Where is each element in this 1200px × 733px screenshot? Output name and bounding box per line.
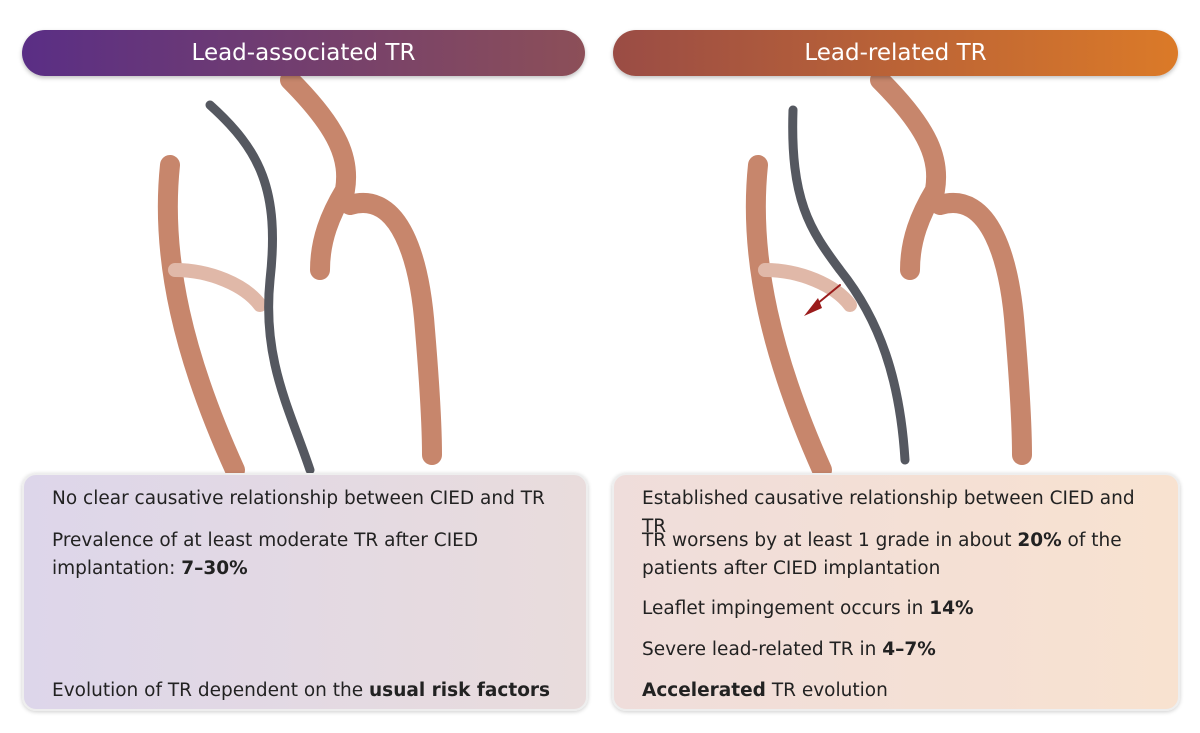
text: Evolution of TR dependent on the xyxy=(52,680,370,701)
panel-title: Lead-associated TR xyxy=(22,30,585,76)
text: No clear causative relationship between … xyxy=(52,488,545,509)
text: of the patients after CIED implantation xyxy=(642,530,1122,579)
bullet: Accelerated TR evolution xyxy=(642,677,1160,705)
bullet: No clear causative relationship between … xyxy=(52,485,568,513)
panel-title: Lead-related TR xyxy=(613,30,1178,76)
bullet: TR worsens by at least 1 grade in about … xyxy=(642,527,1160,583)
bold-text: Accelerated xyxy=(642,680,766,701)
bullet: Severe lead-related TR in 4–7% xyxy=(642,636,1160,664)
bullet: Leaflet impingement occurs in 14% xyxy=(642,595,1160,623)
heart-left xyxy=(157,70,442,480)
text-box: Established causative relationship betwe… xyxy=(612,473,1180,711)
text: TR worsens by at least 1 grade in about xyxy=(642,530,1018,551)
bold-text: 7–30% xyxy=(181,558,248,579)
bold-text: usual risk factors xyxy=(369,680,551,701)
heart-right xyxy=(745,70,1032,480)
bold-text: 20% xyxy=(1017,530,1062,551)
text: TR evolution xyxy=(765,680,888,701)
bullet: Evolution of TR dependent on the usual r… xyxy=(52,677,568,705)
bullet: Established causative relationship betwe… xyxy=(642,485,1160,541)
bullet: Prevalence of at least moderate TR after… xyxy=(52,527,568,583)
bold-text: 14% xyxy=(929,598,974,619)
text: Severe lead-related TR in xyxy=(642,639,883,660)
bold-text: 4–7% xyxy=(882,639,936,660)
text: Prevalence of at least moderate TR after… xyxy=(52,530,479,579)
text-box: No clear causative relationship between … xyxy=(22,473,588,711)
text: Established causative relationship betwe… xyxy=(642,488,1135,537)
text: Leaflet impingement occurs in xyxy=(642,598,930,619)
